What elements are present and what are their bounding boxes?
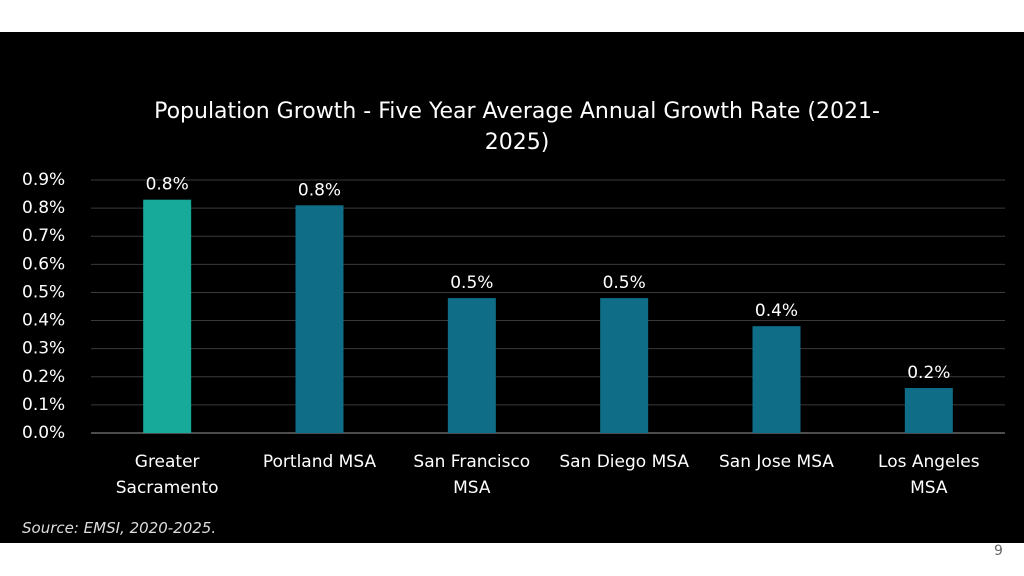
bar: [447, 298, 496, 433]
bar: [295, 205, 344, 433]
y-tick-label: 0.7%: [22, 226, 65, 246]
value-label: 0.8%: [146, 175, 189, 195]
source-note: Source: EMSI, 2020-2025.: [22, 519, 217, 537]
y-tick-label: 0.6%: [22, 254, 65, 274]
value-label: 0.8%: [298, 180, 341, 200]
value-label: 0.4%: [755, 301, 798, 321]
y-tick-label: 0.0%: [22, 423, 65, 443]
y-tick-label: 0.5%: [22, 282, 65, 302]
bar: [752, 326, 801, 433]
x-tick-label: Portland MSA: [262, 452, 377, 472]
x-tick-label: San Jose MSA: [719, 452, 834, 472]
x-tick-label: San Francisco MSA: [413, 452, 531, 498]
y-tick-label: 0.8%: [22, 198, 65, 218]
chart-title: Population Growth - Five Year Average An…: [154, 99, 880, 155]
y-tick-label: 0.1%: [22, 395, 65, 415]
x-tick-label: Greater Sacramento: [115, 452, 219, 498]
bar: [904, 388, 953, 433]
x-tick-label: Los Angeles MSA: [878, 452, 980, 498]
bar: [143, 199, 192, 433]
bar: [600, 298, 649, 433]
value-label: 0.5%: [603, 273, 646, 293]
page-number: 9: [994, 543, 1003, 559]
y-tick-label: 0.4%: [22, 311, 65, 331]
y-tick-label: 0.9%: [22, 170, 65, 190]
x-tick-label: San Diego MSA: [559, 452, 689, 472]
y-tick-label: 0.3%: [22, 339, 65, 359]
value-label: 0.2%: [907, 363, 950, 383]
value-label: 0.5%: [450, 273, 493, 293]
y-tick-label: 0.2%: [22, 367, 65, 387]
